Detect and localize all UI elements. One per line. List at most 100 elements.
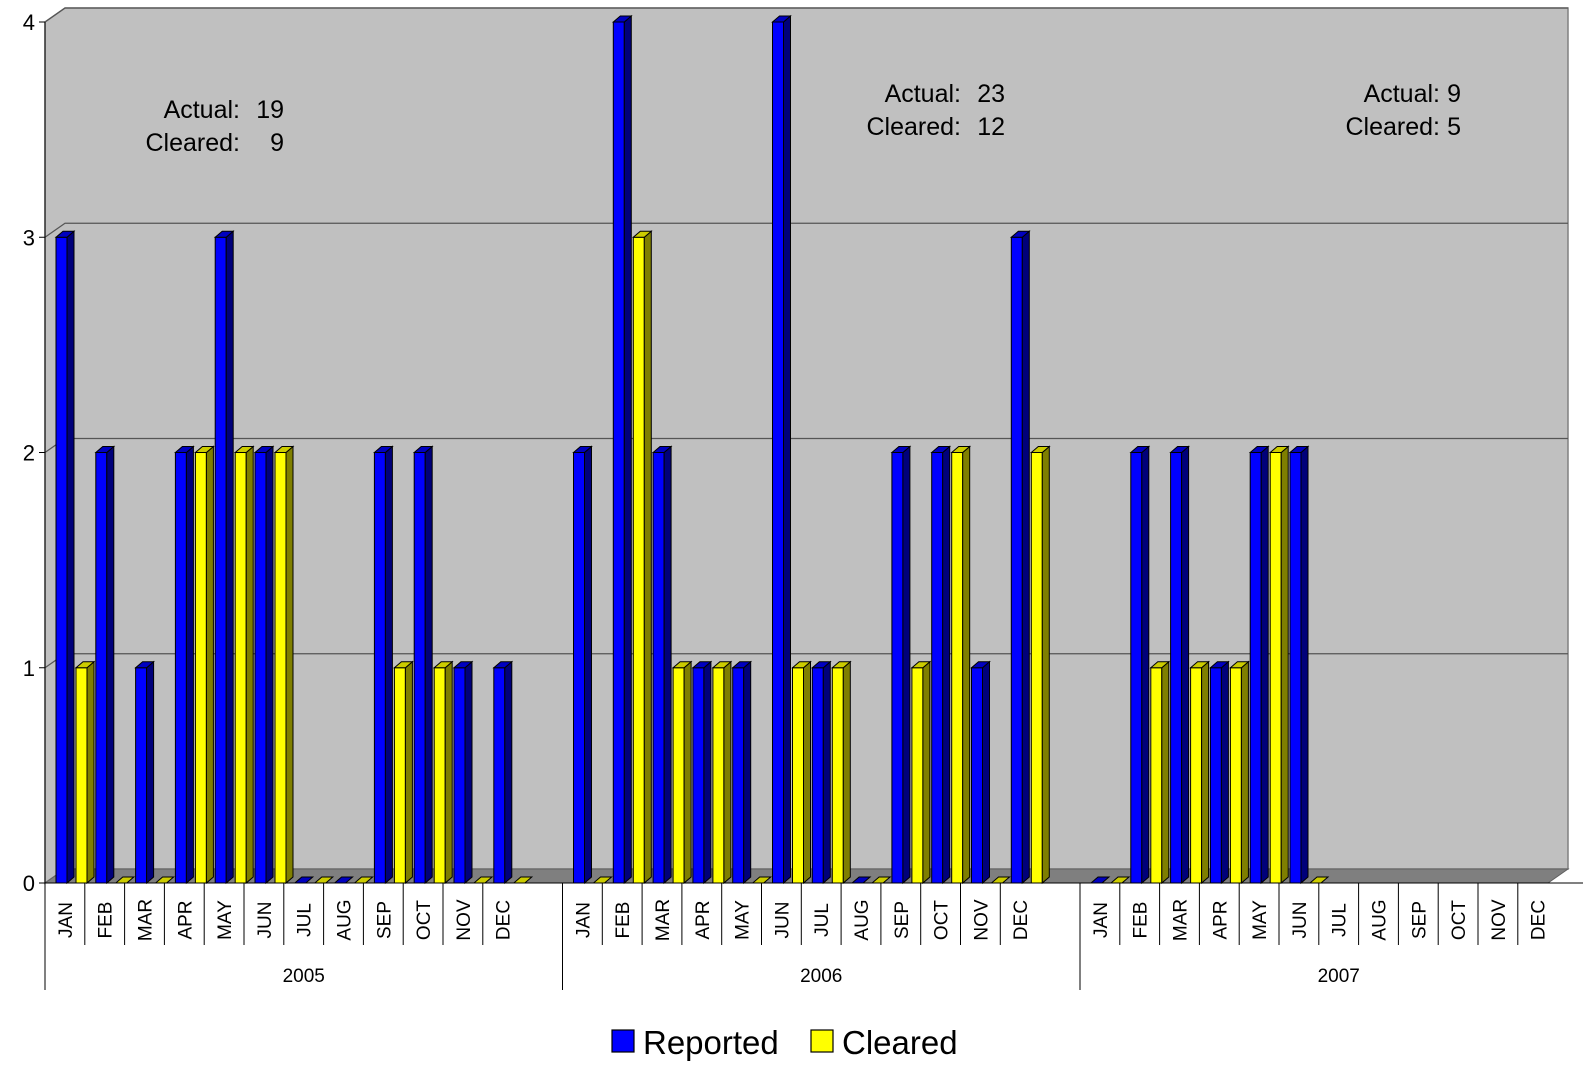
bar-top [1009,230,1031,238]
bar [452,660,474,885]
bar-front [732,667,745,884]
bar-top [572,446,593,453]
bar-side [703,660,712,885]
bar-front [1249,452,1262,884]
bar-top [1129,446,1151,453]
bar [1288,445,1310,885]
bar-side [1280,445,1289,885]
bar-side [584,445,592,885]
month-label: DEC [1011,900,1032,940]
bar-top [452,661,474,669]
bar-side [683,660,692,885]
bar-top [1189,661,1210,669]
month-label: APR [175,900,196,939]
bar-top [412,446,434,453]
bar-top [731,661,753,669]
bar-front [1190,667,1203,884]
year-label: 2006 [800,966,842,987]
bar [1268,445,1290,885]
bar [253,445,275,885]
cleared-value: 5 [1447,113,1461,141]
bar-front [174,452,187,884]
bar [671,660,693,885]
bar-side [205,445,214,885]
bar [970,660,991,885]
bar-front [95,452,108,884]
month-label: FEB [1131,902,1152,939]
legend-label: Reported [643,1024,779,1061]
bar-front [393,667,406,884]
bar-front [1150,667,1163,884]
bar-side [245,445,254,885]
cleared-label: Cleared: [867,113,962,141]
bar-top [134,661,155,669]
month-label: FEB [613,902,634,939]
bar-side [384,445,393,885]
bar-top [890,446,912,453]
y-tick-label: 4 [23,10,35,35]
bar [691,660,713,885]
month-label: OCT [1449,900,1470,941]
bar-top [1248,446,1270,453]
bar-top [432,661,454,669]
bar-side [663,445,672,885]
bar-front [75,667,88,884]
cleared-label: Cleared: [1346,113,1441,141]
bar-side [265,445,274,885]
legend-item: Cleared [810,1024,958,1061]
bar-side [444,660,453,885]
year-label: 2007 [1318,966,1360,987]
month-label: APR [1210,900,1231,939]
month-label: MAR [136,899,157,941]
bar [830,660,852,885]
month-label: SEP [1409,901,1430,939]
bar-top [1229,661,1250,669]
cleared-value: 12 [977,113,1005,141]
month-label: JAN [573,902,594,938]
month-label: OCT [932,900,953,941]
cleared-label: Cleared: [146,129,241,157]
cleared-value: 9 [270,129,284,157]
month-label: JUN [1290,902,1311,939]
y-tick-label: 0 [23,871,35,896]
bar-top [74,661,96,669]
bar-front [1269,452,1282,884]
bar-front [971,667,983,884]
bar-side [1260,445,1269,885]
month-label: JAN [1091,902,1112,938]
bar [74,660,96,885]
y-axis: 0 1 2 3 4 [23,10,46,896]
month-label: JUN [255,902,276,939]
bar-front [373,452,386,884]
bar-side [424,445,433,885]
bar [1189,660,1210,885]
bar-front [413,452,426,884]
bar-side [146,660,155,885]
bar-top [651,446,673,453]
bar-top [1149,661,1171,669]
bar-front [1030,452,1043,884]
bar [134,660,155,885]
month-label: JUL [295,903,316,937]
bar-top [94,446,116,453]
bar [94,445,116,885]
bar [194,445,215,885]
bar-top [611,15,633,23]
bar [611,14,633,885]
bar-front [1289,452,1302,884]
bar-front [214,236,227,884]
month-label: SEP [892,901,913,939]
bar-top [1209,661,1230,669]
bar-front [931,452,944,884]
bar-front [692,667,705,884]
actual-label: Actual: [1364,80,1440,108]
bar-top [213,230,235,238]
month-label: NOV [454,899,475,941]
bar-side [783,14,791,885]
bar-top [631,230,653,238]
bar-side [185,445,194,885]
bar-front [274,452,287,884]
bar [492,660,514,885]
